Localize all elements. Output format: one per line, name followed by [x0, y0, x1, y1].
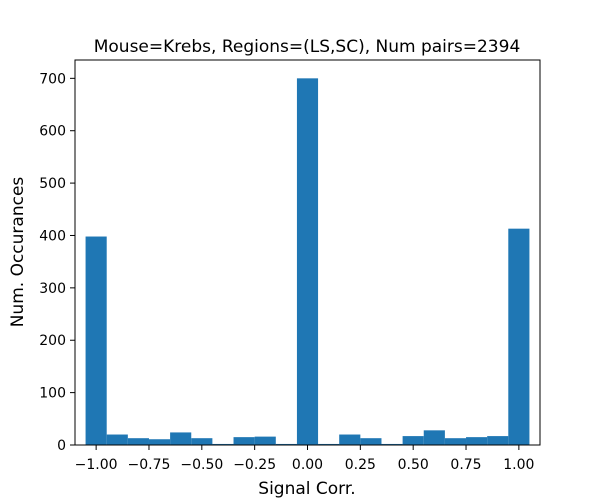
y-tick-label: 300	[39, 281, 66, 297]
histogram-bar	[339, 434, 361, 445]
histogram-bar	[212, 443, 234, 445]
y-tick-label: 600	[39, 124, 66, 140]
x-tick-label: −0.50	[180, 457, 223, 473]
x-tick-label: 0.75	[450, 457, 481, 473]
histogram-bar	[402, 436, 424, 445]
histogram-bar	[381, 443, 403, 445]
y-tick-label: 500	[39, 176, 66, 192]
x-tick-label: 0.50	[398, 457, 429, 473]
histogram-bar	[360, 438, 382, 445]
y-tick-label: 700	[39, 71, 66, 87]
chart-title: Mouse=Krebs, Regions=(LS,SC), Num pairs=…	[94, 37, 521, 57]
x-tick-label: 0.00	[292, 457, 323, 473]
x-tick-label: 0.25	[345, 457, 376, 473]
histogram-bar	[508, 228, 530, 445]
histogram-bar	[254, 436, 276, 445]
x-axis-label: Signal Corr.	[258, 479, 355, 499]
plot-frame	[74, 59, 541, 446]
histogram-bar	[444, 438, 467, 445]
y-tick-label: 400	[39, 228, 66, 244]
x-tick-label: −1.00	[75, 457, 118, 473]
histogram-bar	[296, 78, 319, 445]
histogram-bar	[127, 438, 149, 445]
histogram-bar	[423, 430, 445, 445]
y-tick-label: 0	[57, 438, 66, 454]
histogram-bar	[148, 439, 171, 445]
histogram-bar	[318, 443, 340, 445]
x-tick-label: −0.75	[128, 457, 171, 473]
histogram-bar	[170, 432, 192, 445]
histogram-bar	[191, 438, 213, 445]
x-axis-ticks: −1.00 −0.75 −0.50 −0.25 0.00 0.25 0.50 0.75 1.00	[75, 445, 534, 473]
y-tick-label: 200	[39, 333, 66, 349]
x-tick-label: −0.25	[233, 457, 276, 473]
x-tick-label: 1.00	[503, 457, 534, 473]
y-axis-ticks: 0 100 200 300 400 500 600 700	[39, 71, 75, 454]
histogram-bar	[85, 236, 107, 445]
y-axis-label: Num. Occurances	[8, 177, 28, 328]
bars-group	[85, 78, 530, 445]
histogram-bar	[106, 434, 128, 445]
histogram-bar	[466, 437, 488, 445]
histogram-bar	[487, 436, 509, 445]
y-tick-label: 100	[39, 386, 66, 402]
histogram-bar	[233, 437, 255, 445]
histogram-bar	[275, 443, 297, 445]
